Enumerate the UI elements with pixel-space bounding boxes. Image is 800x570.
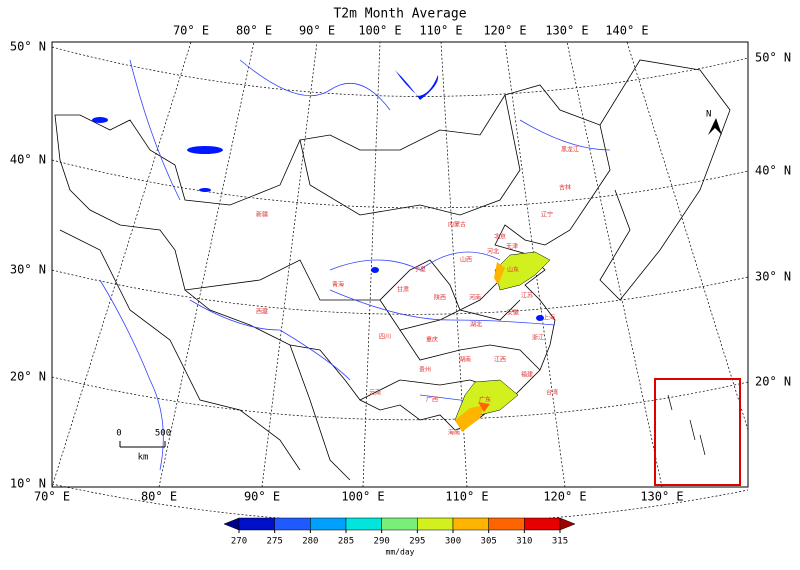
province-label: 山西	[460, 256, 472, 264]
colorbar-tick-label: 300	[445, 537, 461, 547]
province-label: 青海	[332, 281, 344, 289]
province-label: 陕西	[434, 294, 446, 302]
province-label: 西藏	[256, 308, 268, 316]
province-label: 江西	[494, 357, 506, 364]
lon-label: 140° E	[605, 24, 648, 38]
province-label: 上海	[543, 314, 555, 322]
temperature-fill	[454, 251, 551, 432]
province-label: 湖北	[470, 321, 482, 329]
colorbar-segment	[381, 517, 418, 531]
lon-label: 80° E	[141, 490, 177, 504]
scale-tick: 0	[116, 429, 121, 439]
colorbar-extend	[223, 517, 240, 531]
province-label: 宁夏	[414, 266, 426, 274]
north-label: N	[706, 110, 711, 120]
scale-tick: 500	[155, 429, 171, 439]
scale-unit: km	[138, 453, 149, 463]
graticule	[51, 41, 749, 524]
north-arrow	[708, 118, 722, 135]
province-label: 河南	[469, 294, 481, 302]
province-label: 山东	[507, 266, 519, 274]
colorbar-segment	[274, 517, 311, 531]
colorbar-segment	[310, 517, 347, 531]
province-label: 海南	[448, 429, 460, 437]
lat-label: 30° N	[755, 270, 791, 284]
colorbar-tick-label: 270	[231, 537, 247, 547]
lat-label: 30° N	[10, 263, 46, 277]
colorbar-tick-label: 290	[374, 537, 390, 547]
lat-label: 20° N	[10, 370, 46, 384]
province-label: 天津	[506, 244, 518, 251]
province-label: 云南	[369, 389, 381, 397]
colorbar-extend	[559, 517, 576, 531]
colorbar-tick-label: 285	[338, 537, 354, 547]
inset-islands	[667, 394, 706, 456]
province-label: 广东	[479, 396, 491, 404]
land-borders	[54, 59, 731, 481]
colorbar-segment	[488, 517, 525, 531]
lon-label: 110° E	[445, 490, 488, 504]
colorbar-segment	[345, 517, 382, 531]
colorbar-segment	[524, 517, 561, 531]
province-label: 甘肃	[397, 286, 409, 294]
province-label: 四川	[379, 334, 391, 341]
colorbar-unit: mm/day	[386, 548, 415, 557]
province-label: 广西	[426, 396, 438, 404]
colorbar-tick-label: 295	[409, 537, 425, 547]
province-label: 江苏	[521, 292, 533, 300]
lat-label: 10° N	[10, 477, 46, 491]
lon-label: 80° E	[236, 24, 272, 38]
lon-label: 90° E	[299, 24, 335, 38]
scale-bar	[119, 441, 166, 448]
province-label: 安徽	[507, 309, 519, 317]
lon-label: 120° E	[543, 490, 586, 504]
colorbar-segment	[452, 517, 489, 531]
province-label: 湖南	[459, 356, 471, 364]
province-label: 新疆	[256, 211, 268, 219]
province-label: 重庆	[426, 336, 438, 344]
lon-label: 70° E	[34, 490, 70, 504]
lat-label: 40° N	[755, 164, 791, 178]
colorbar-tick-label: 315	[552, 537, 568, 547]
lon-label: 110° E	[419, 24, 462, 38]
lon-label: 100° E	[358, 24, 401, 38]
province-label: 内蒙古	[448, 221, 466, 229]
province-label: 贵州	[419, 366, 431, 374]
lon-label: 130° E	[545, 24, 588, 38]
province-label: 吉林	[559, 184, 571, 192]
lon-label: 120° E	[483, 24, 526, 38]
province-label: 福建	[521, 371, 533, 379]
province-label: 浙江	[532, 334, 544, 342]
lakes	[92, 70, 544, 321]
province-label: 辽宁	[541, 211, 553, 219]
colorbar-segment	[417, 517, 454, 531]
rivers	[99, 59, 611, 471]
lat-label: 40° N	[10, 153, 46, 167]
colorbar-tick-label: 275	[267, 537, 283, 547]
map-frame	[51, 41, 749, 488]
province-label: 黑龙江	[561, 146, 579, 154]
colorbar-tick-label: 310	[516, 537, 532, 547]
colorbar-tick-label: 280	[302, 537, 318, 547]
province-label: 北京	[494, 233, 506, 241]
lon-label: 100° E	[341, 490, 384, 504]
lat-label: 50° N	[755, 51, 791, 65]
colorbar-segment	[238, 517, 275, 531]
lon-label: 130° E	[640, 490, 683, 504]
lat-label: 50° N	[10, 40, 46, 54]
province-label: 河北	[487, 248, 499, 256]
province-label: 台湾	[546, 389, 558, 397]
lat-label: 20° N	[755, 375, 791, 389]
title: T2m Month Average	[333, 7, 466, 22]
lon-label: 90° E	[244, 490, 280, 504]
colorbar-tick-label: 305	[481, 537, 497, 547]
inset-box	[654, 378, 741, 486]
lon-label: 70° E	[173, 24, 209, 38]
